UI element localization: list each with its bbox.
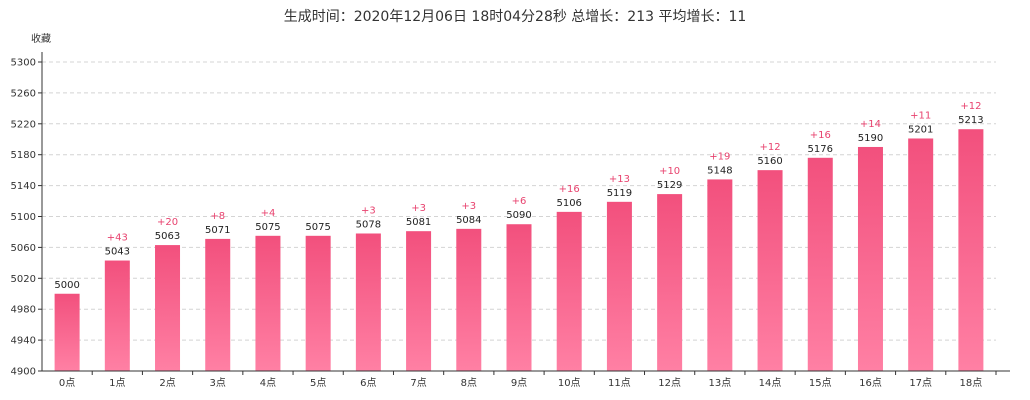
- bar-value-label: 5090: [506, 210, 531, 221]
- x-tick-label: 10点: [558, 377, 581, 389]
- bar-value-label: 5084: [456, 215, 481, 226]
- y-axis-label: 收藏: [31, 32, 51, 45]
- bar-increment-label: +13: [609, 174, 630, 185]
- x-tick-label: 4点: [260, 377, 276, 389]
- bar-value-label: 5190: [858, 133, 883, 144]
- x-axis: 0点 1点 2点 3点 4点 5点 6点 7点 8点 9点 10点 11点 12点 13点 14点 15点 16…: [42, 370, 1010, 389]
- x-tick-label: 2点: [159, 377, 175, 389]
- bar-increment-label: +19: [709, 151, 730, 162]
- x-tick-label: 6点: [360, 377, 376, 389]
- bar: [104, 260, 130, 371]
- bar: [707, 179, 733, 371]
- bar-increment-label: +20: [157, 217, 178, 228]
- y-tick-label: 5300: [11, 58, 36, 69]
- bar-increment-label: +12: [759, 142, 780, 153]
- bar-value-label: 5063: [155, 231, 180, 242]
- bar: [305, 235, 331, 371]
- x-tick-label: 17点: [909, 377, 932, 389]
- bar-value-label: 5129: [657, 180, 682, 191]
- bar: [958, 129, 984, 371]
- y-tick-label: 5140: [11, 181, 36, 192]
- bar-value-label: 5071: [205, 225, 230, 236]
- bar-increment-label: +14: [860, 119, 881, 130]
- chart-title: 生成时间：2020年12月06日 18时04分28秒 总增长：213 平均增长：…: [284, 9, 747, 25]
- bar-increment-label: +10: [659, 166, 680, 177]
- bar: [556, 211, 582, 371]
- x-tick-label: 14点: [759, 377, 782, 389]
- bar-value-label: 5075: [305, 222, 330, 233]
- bar-value-label: 5176: [808, 144, 833, 155]
- y-tick-label: 5020: [11, 274, 36, 285]
- bar-increment-label: +43: [107, 233, 128, 244]
- bar-value-label: 5201: [908, 124, 933, 135]
- x-tick-label: 7点: [410, 377, 426, 389]
- y-tick-label: 4980: [11, 305, 36, 316]
- x-tick-label: 0点: [59, 377, 75, 389]
- bar-increment-label: +8: [210, 211, 225, 222]
- bar: [205, 238, 231, 371]
- bar: [355, 233, 381, 371]
- bar-value-label: 5160: [757, 156, 782, 167]
- bar-increment-label: +6: [512, 196, 527, 207]
- y-axis: 4900 4940 4980 5020 5060 5100 5140 5180 5220 5260…: [11, 52, 43, 378]
- y-tick-label: 5220: [11, 119, 36, 130]
- bar: [255, 235, 281, 371]
- y-tick-label: 5260: [11, 88, 36, 99]
- bars: [54, 129, 984, 371]
- bar: [406, 231, 432, 371]
- bar-increment-label: +11: [910, 110, 931, 121]
- x-tick-label: 1点: [109, 377, 125, 389]
- y-tick-label: 5100: [11, 212, 36, 223]
- bar: [54, 293, 80, 371]
- data-labels: 5000 5043 +43 5063 +20 5071 +8 5075 +4 5075 5078 +3…: [54, 101, 983, 291]
- bar-value-label: 5119: [607, 188, 632, 199]
- bar-value-label: 5078: [356, 219, 381, 230]
- bar-increment-label: +3: [361, 205, 376, 216]
- bar-increment-label: +3: [411, 203, 426, 214]
- bar: [807, 157, 833, 371]
- y-tick-label: 5060: [11, 243, 36, 254]
- bar: [657, 194, 683, 371]
- x-tick-label: 18点: [960, 377, 983, 389]
- bar-value-label: 5000: [54, 280, 79, 291]
- x-tick-label: 15点: [809, 377, 832, 389]
- bar-value-label: 5043: [105, 247, 130, 258]
- bar-value-label: 5075: [255, 222, 280, 233]
- bar-increment-label: +16: [810, 130, 831, 141]
- y-tick-label: 4900: [11, 367, 36, 378]
- x-tick-label: 5点: [310, 377, 326, 389]
- bar-increment-label: +12: [960, 101, 981, 112]
- x-tick-label: 8点: [461, 377, 477, 389]
- bar: [506, 224, 532, 371]
- x-tick-label: 9点: [511, 377, 527, 389]
- bar: [757, 170, 783, 371]
- y-tick-label: 5180: [11, 150, 36, 161]
- bar-value-label: 5106: [556, 198, 581, 209]
- bar: [155, 245, 181, 371]
- bar-increment-label: +4: [261, 208, 276, 219]
- bar: [456, 228, 482, 371]
- bar-value-label: 5213: [958, 115, 983, 126]
- y-tick-label: 4940: [11, 336, 36, 347]
- bar: [908, 138, 934, 371]
- x-tick-label: 3点: [210, 377, 226, 389]
- bar: [857, 146, 883, 371]
- bar-increment-label: +16: [559, 184, 580, 195]
- bar: [606, 201, 632, 371]
- bar-value-label: 5148: [707, 165, 732, 176]
- bar-value-label: 5081: [406, 217, 431, 228]
- x-tick-label: 11点: [608, 377, 631, 389]
- x-tick-label: 16点: [859, 377, 882, 389]
- x-tick-label: 13点: [708, 377, 731, 389]
- x-tick-label: 12点: [658, 377, 681, 389]
- bar-increment-label: +3: [461, 201, 476, 212]
